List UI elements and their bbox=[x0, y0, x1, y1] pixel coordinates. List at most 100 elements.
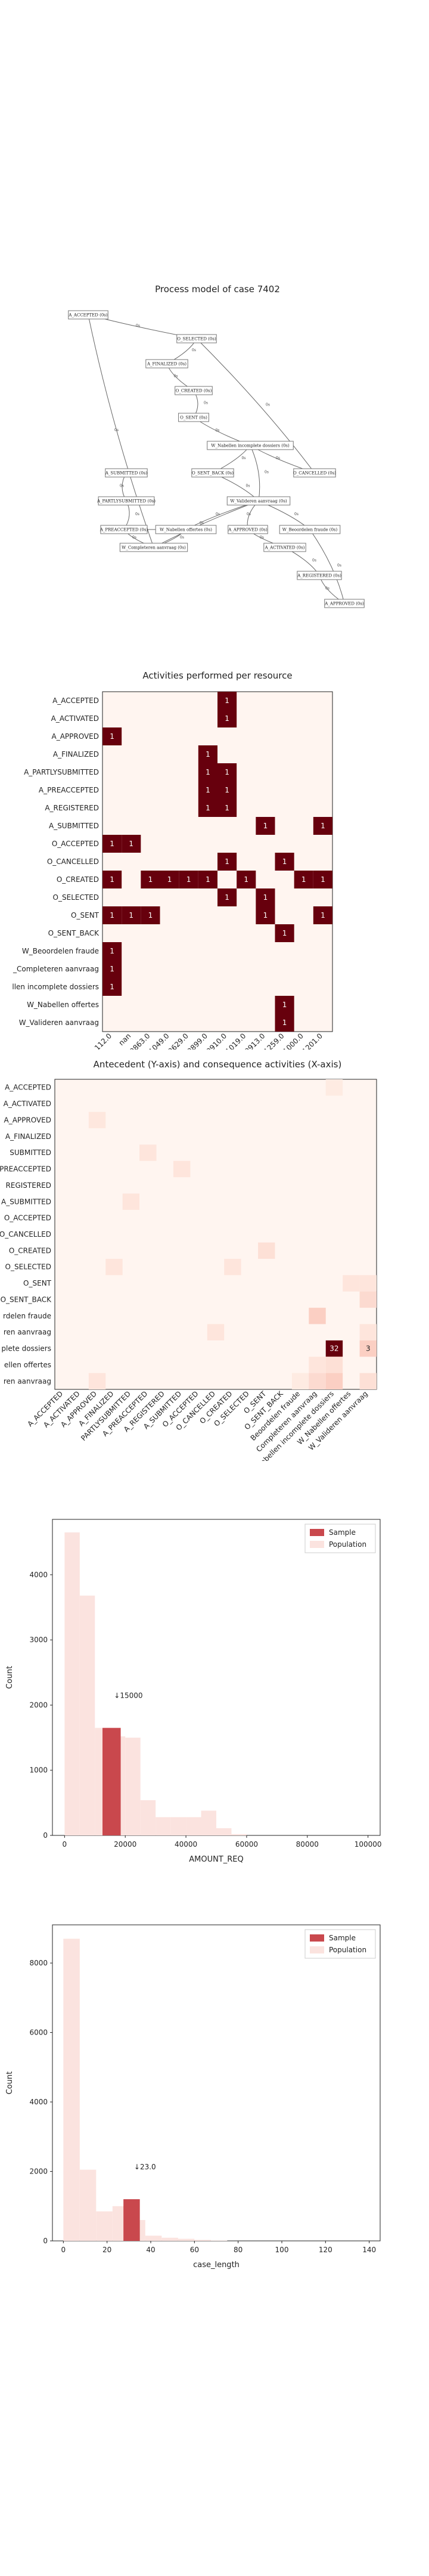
row-tick-label: A_SUBMITTED bbox=[1, 1197, 51, 1206]
heatmap-cell bbox=[217, 799, 237, 817]
heatmap-cell-value: 1 bbox=[148, 875, 153, 884]
process-node-label: A_SUBMITTED (0s) bbox=[105, 471, 148, 476]
row-tick-label: O_CREATED bbox=[9, 1246, 51, 1255]
row-tick-label: W_Nabellen offertes bbox=[27, 1001, 99, 1009]
population-bar bbox=[178, 2238, 195, 2241]
y-tick-label: 0 bbox=[43, 2237, 48, 2245]
heatmap-cell bbox=[359, 1275, 377, 1292]
population-bar bbox=[231, 1834, 247, 1835]
heatmap-cell-value: 1 bbox=[225, 857, 229, 866]
heatmap-cell bbox=[224, 1259, 241, 1275]
process-node-o-sent: O_SENT (0s) bbox=[178, 413, 209, 422]
heatmap-cell-value: 1 bbox=[244, 875, 248, 884]
row-tick-label: PREACCEPTED bbox=[0, 1165, 51, 1174]
row-tick-label: rdelen fraude bbox=[3, 1312, 51, 1320]
row-tick-label: O_ACCEPTED bbox=[52, 840, 99, 848]
heatmap-cell bbox=[256, 906, 275, 924]
heatmap-cell bbox=[198, 871, 217, 888]
process-node-a-partlysubmitted: A_PARTLYSUBMITTED (0s) bbox=[97, 496, 156, 506]
heatmap-cell bbox=[141, 906, 160, 924]
y-tick-label: 6000 bbox=[29, 2029, 48, 2037]
row-tick-label: _Completeren aanvraag bbox=[13, 965, 99, 973]
heatmap-cell-value: 1 bbox=[110, 840, 114, 848]
y-axis-label: Count bbox=[5, 1666, 14, 1689]
heatmap-cell bbox=[325, 1079, 343, 1096]
edge-label: 0s bbox=[204, 401, 208, 405]
row-tick-label: A_ACCEPTED bbox=[5, 1083, 51, 1092]
population-bar bbox=[63, 1939, 80, 2241]
heatmap-cell bbox=[217, 763, 237, 781]
heatmap-cell-value: 1 bbox=[206, 804, 210, 812]
heatmap-cell bbox=[217, 781, 237, 799]
heatmap-cell-value: 1 bbox=[206, 875, 210, 884]
process-node-a-submitted: A_SUBMITTED (0s) bbox=[105, 468, 148, 478]
y-tick-label: 4000 bbox=[29, 1571, 48, 1579]
row-tick-label: llen incomplete dossiers bbox=[12, 983, 99, 991]
row-tick-label: O_SELECTED bbox=[5, 1263, 51, 1271]
resource-heatmap-title: Activities performed per resource bbox=[142, 670, 292, 681]
edge-label: 0s bbox=[266, 403, 270, 407]
process-node-label: A_REGISTERED (0s) bbox=[297, 574, 341, 578]
antecedent-heatmap-title: Antecedent (Y-axis) and consequence acti… bbox=[94, 1059, 342, 1070]
heatmap-cell bbox=[359, 1291, 377, 1308]
heatmap-cell bbox=[325, 1340, 343, 1357]
row-tick-label: O_CREATED bbox=[57, 875, 99, 884]
process-model-nodes: A_ACCEPTED (0s) O_SELECTED (0s) A_FINALIZE… bbox=[68, 310, 365, 608]
edge-label: 0s bbox=[192, 348, 196, 352]
heatmap-cell bbox=[179, 871, 198, 888]
heatmap-cell-value: 1 bbox=[206, 786, 210, 794]
population-bar bbox=[156, 1817, 171, 1835]
row-tick-label: A_SUBMITTED bbox=[49, 822, 99, 830]
heatmap-annotation: 32 bbox=[329, 1345, 338, 1353]
heatmap-cell bbox=[275, 853, 294, 871]
heatmap-cell bbox=[217, 710, 237, 727]
legend: Sample Population bbox=[304, 1929, 376, 1959]
legend-label: Sample bbox=[329, 1528, 356, 1537]
process-node-label: O_CANCELLED (0s) bbox=[293, 471, 336, 476]
edge-label: 0s bbox=[180, 535, 184, 540]
heatmap-cell bbox=[309, 1357, 326, 1373]
heatmap-cell bbox=[139, 1144, 157, 1161]
population-bar bbox=[216, 1828, 232, 1835]
row-tick-label: A_PREACCEPTED bbox=[39, 786, 99, 794]
y-tick-label: 1000 bbox=[29, 1766, 48, 1775]
heatmap-cell bbox=[160, 871, 179, 888]
heatmap-cell bbox=[217, 853, 237, 871]
y-tick-label: 3000 bbox=[29, 1636, 48, 1644]
population-bar bbox=[170, 1817, 186, 1835]
heatmap-cell-value: 1 bbox=[110, 983, 114, 991]
column-tick-label: nan bbox=[117, 1032, 133, 1047]
population-bar bbox=[96, 2211, 113, 2241]
legend-swatch-sample bbox=[310, 1529, 324, 1536]
heatmap-cell bbox=[359, 1340, 377, 1357]
heatmap-cell bbox=[102, 978, 122, 996]
edge-label: 0s bbox=[312, 559, 316, 563]
edge-label: 0s bbox=[247, 512, 251, 516]
heatmap-cell bbox=[198, 799, 217, 817]
process-node-label: A_APPROVED (0s) bbox=[324, 602, 364, 606]
process-node-a-activated: A_ACTIVATED (0s) bbox=[263, 543, 306, 552]
edge-label: 0s bbox=[200, 521, 204, 525]
process-node-label: A_PREACCEPTED (0s) bbox=[100, 528, 148, 532]
heatmap-cell-value: 1 bbox=[225, 893, 229, 902]
population-bar bbox=[161, 2237, 178, 2241]
heatmap-cell bbox=[275, 996, 294, 1014]
x-tick-label: 100 bbox=[275, 2246, 289, 2254]
process-node-label: O_CREATED (0s) bbox=[176, 389, 212, 394]
population-bar bbox=[79, 2169, 97, 2241]
process-edge bbox=[153, 500, 259, 548]
column-tick-label: 112.0 bbox=[93, 1032, 113, 1049]
edge-label: 0s bbox=[325, 587, 329, 591]
heatmap-cell-value: 1 bbox=[225, 768, 229, 776]
heatmap-cell-value: 1 bbox=[167, 875, 172, 884]
x-tick-label: 40 bbox=[146, 2246, 155, 2254]
process-node-label: A_APPROVED (0s) bbox=[228, 528, 268, 532]
heatmap-cell bbox=[275, 1014, 294, 1032]
population-bar bbox=[194, 2240, 211, 2241]
heatmap-cell-value: 1 bbox=[282, 1001, 287, 1009]
x-tick-label: 140 bbox=[362, 2246, 376, 2254]
population-bar bbox=[125, 1738, 141, 1835]
legend-swatch-population bbox=[310, 1946, 324, 1953]
heatmap-annotation: 3 bbox=[366, 1345, 371, 1353]
